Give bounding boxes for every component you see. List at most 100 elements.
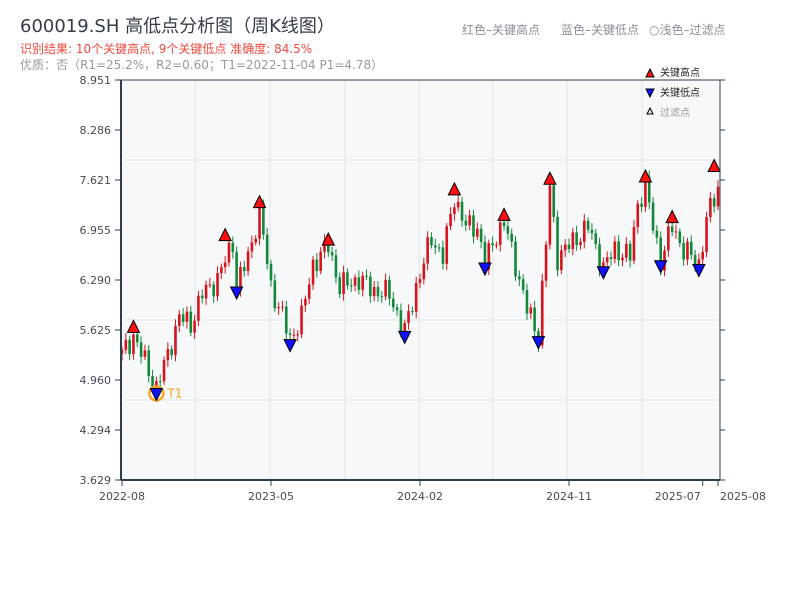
candle-body bbox=[632, 227, 636, 261]
x-tick-label: 2025-07 bbox=[655, 490, 701, 503]
y-tick-label: 8.286 bbox=[80, 124, 112, 137]
candle-body bbox=[498, 222, 502, 245]
candle-body bbox=[437, 247, 441, 249]
candle-body bbox=[514, 241, 517, 277]
candle-body bbox=[563, 244, 567, 251]
candle-body bbox=[262, 202, 265, 235]
candle-body bbox=[418, 279, 422, 283]
candle-body bbox=[208, 284, 212, 286]
key-high-marker bbox=[707, 158, 721, 173]
key-low-marker bbox=[653, 260, 668, 274]
candle-body bbox=[682, 243, 685, 260]
candle-body bbox=[384, 279, 387, 297]
candle-body bbox=[487, 243, 491, 270]
candle-body bbox=[391, 298, 395, 308]
candle-body bbox=[640, 203, 643, 207]
candle-body bbox=[518, 276, 521, 280]
result-summary: 识别结果: 10个关键高点, 9个关键低点 准确度: 84.5% bbox=[20, 42, 313, 56]
candle-body bbox=[227, 242, 231, 263]
candle-body bbox=[330, 252, 334, 256]
candle-body bbox=[311, 259, 315, 285]
candle-body bbox=[369, 276, 372, 297]
candle-body bbox=[491, 243, 494, 246]
candle-body bbox=[621, 257, 624, 261]
candle-body bbox=[628, 243, 632, 261]
candle-body bbox=[625, 243, 628, 258]
candle-body bbox=[250, 242, 254, 252]
candle-body bbox=[697, 259, 701, 266]
candle-body bbox=[586, 220, 590, 230]
key-high-marker bbox=[638, 168, 653, 183]
candle-body bbox=[605, 257, 609, 263]
key-low-marker bbox=[229, 286, 244, 301]
candle-body bbox=[155, 381, 158, 388]
candle-body bbox=[556, 216, 559, 271]
candle-body bbox=[594, 233, 598, 245]
candle-body bbox=[525, 290, 529, 314]
candle-body bbox=[422, 263, 426, 280]
candle-body bbox=[441, 247, 445, 264]
candle-body bbox=[582, 220, 586, 242]
candle-body bbox=[307, 284, 311, 299]
candle-body bbox=[380, 296, 384, 298]
x-tick-label: 2024-11 bbox=[546, 490, 592, 503]
candle-body bbox=[560, 250, 563, 271]
legend-high-icon bbox=[645, 67, 655, 78]
y-tick-label: 8.951 bbox=[80, 74, 112, 87]
candle-body bbox=[223, 262, 227, 268]
key-low-marker bbox=[397, 330, 412, 345]
candle-body bbox=[449, 213, 452, 227]
candle-body bbox=[304, 298, 307, 306]
candle-body bbox=[659, 237, 662, 271]
candle-body bbox=[567, 244, 571, 249]
candle-body bbox=[220, 267, 223, 274]
candle-body bbox=[265, 234, 269, 265]
candle-body bbox=[349, 285, 353, 287]
legend-filtered-label: 过滤点 bbox=[660, 106, 690, 119]
candle-body bbox=[510, 233, 513, 242]
y-tick-label: 3.629 bbox=[80, 474, 112, 487]
candle-body bbox=[246, 251, 250, 272]
candle-body bbox=[143, 350, 147, 357]
key-low-marker bbox=[478, 262, 492, 277]
top-legend-filtered: ○浅色–过滤点 bbox=[649, 23, 726, 37]
candle-body bbox=[346, 272, 349, 286]
quality-summary: 优质：否（R1=25.2%，R2=0.60；T1=2022-11-04 P1=4… bbox=[20, 58, 384, 72]
candle-body bbox=[647, 176, 651, 203]
candle-body bbox=[533, 307, 536, 332]
candle-body bbox=[204, 284, 208, 299]
candle-body bbox=[395, 307, 399, 311]
candle-body bbox=[644, 176, 647, 207]
candle-body bbox=[185, 311, 189, 322]
candle-body bbox=[571, 232, 575, 249]
candle-body bbox=[193, 320, 196, 333]
candle-body bbox=[357, 277, 361, 290]
candle-body bbox=[292, 334, 296, 336]
candle-body bbox=[239, 267, 242, 291]
key-high-marker bbox=[321, 232, 336, 246]
candle-body bbox=[709, 198, 712, 218]
candle-body bbox=[716, 186, 720, 207]
candle-body bbox=[178, 314, 181, 326]
candle-body bbox=[158, 381, 162, 383]
key-high-marker bbox=[543, 171, 557, 185]
candle-body bbox=[407, 311, 410, 323]
candle-body bbox=[273, 280, 277, 309]
candle-body bbox=[231, 242, 235, 253]
candle-body bbox=[460, 201, 464, 221]
x-tick-label: 2024-02 bbox=[397, 490, 443, 503]
candle-body bbox=[334, 255, 338, 278]
candle-body bbox=[361, 275, 364, 290]
candle-body bbox=[464, 220, 468, 226]
x-tick-label: 2022-08 bbox=[99, 490, 145, 503]
legend-high-label: 关键高点 bbox=[660, 66, 700, 79]
y-tick-label: 4.294 bbox=[80, 424, 112, 437]
candle-body bbox=[670, 226, 674, 233]
candle-body bbox=[200, 295, 204, 299]
candle-body bbox=[315, 259, 319, 271]
candle-body bbox=[181, 314, 185, 322]
candle-body bbox=[655, 230, 659, 238]
candle-body bbox=[456, 201, 460, 208]
candle-body bbox=[712, 198, 716, 207]
candle-body bbox=[529, 307, 533, 314]
